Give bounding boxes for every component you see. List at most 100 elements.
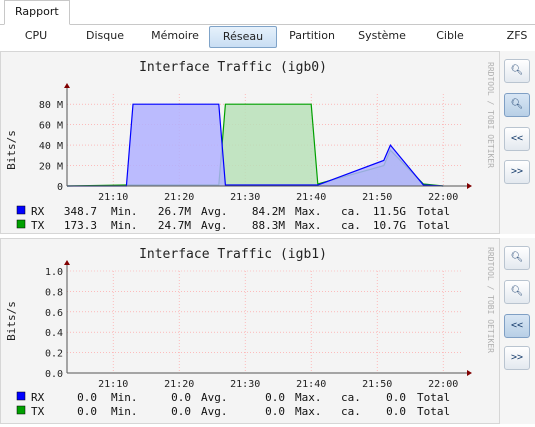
traffic-chart-igb1: Interface Traffic (igb1) Bits/s RRDTOOL … — [5, 247, 495, 418]
traffic-chart-igb0: Interface Traffic (igb0) Bits/s RRDTOOL … — [5, 60, 495, 232]
x-tick-label: 21:40 — [296, 192, 326, 203]
y-tick-label: 0.0 — [45, 369, 63, 380]
legend-rx-avg-label: Avg. — [201, 205, 228, 218]
x-tick-label: 21:30 — [230, 379, 260, 390]
legend-rx-total-label: Total — [417, 205, 450, 218]
next-period-button[interactable]: >> — [504, 346, 530, 370]
legend-tx-min: 0.0 — [171, 405, 191, 418]
zoom-out-button[interactable]: 🔍︎ — [504, 280, 530, 304]
x-tick-label: 21:20 — [164, 192, 194, 203]
legend-rx-swatch — [16, 391, 26, 401]
legend-tx-total: 10.7G — [373, 219, 406, 232]
prev-period-button[interactable]: << — [504, 314, 530, 338]
nav-systeme[interactable]: Système — [358, 29, 406, 42]
legend-rx-avg-label: Avg. — [201, 391, 228, 404]
rrdtool-watermark: RRDTOOL / TOBI OETIKER — [486, 62, 495, 168]
legend-rx-min: 26.7M — [158, 205, 191, 218]
legend-tx-min-label: Min. — [111, 405, 138, 418]
x-tick-label: 21:40 — [296, 379, 326, 390]
legend-rx-total: 0.0 — [386, 391, 406, 404]
nav-reseau[interactable]: Réseau — [209, 26, 277, 48]
x-tick-label: 21:30 — [230, 192, 260, 203]
y-axis-arrow — [64, 83, 70, 88]
zoom-out-icon: 🔍︎ — [510, 99, 524, 110]
legend-tx-max-label: Max. — [295, 405, 322, 418]
legend-tx-avg: 0.0 — [265, 405, 285, 418]
legend-tx-avg: 88.3M — [252, 219, 285, 232]
graph-igb1: Interface Traffic (igb1) Bits/s RRDTOOL … — [0, 238, 500, 424]
nav-cpu[interactable]: CPU — [24, 29, 48, 42]
legend-rx-avg: 0.0 — [265, 391, 285, 404]
legend-rx-max-label: Max. — [295, 205, 322, 218]
tab-rapport[interactable]: Rapport — [4, 0, 70, 25]
legend-tx-max-label: Max. — [295, 219, 322, 232]
legend-rx-ca: ca. — [341, 391, 361, 404]
zoom-in-button[interactable]: 🔍︎ — [504, 59, 530, 83]
y-axis-label: Bits/s — [5, 301, 18, 341]
graph-igb0: Interface Traffic (igb0) Bits/s RRDTOOL … — [0, 51, 500, 234]
legend-rx-swatch — [16, 205, 26, 215]
x-tick-label: 22:00 — [428, 379, 458, 390]
y-tick-label: 40 M — [39, 141, 63, 152]
next-period-button[interactable]: >> — [504, 160, 530, 184]
section-nav: CPU Disque Mémoire Réseau Partition Syst… — [0, 24, 535, 49]
x-tick-label: 21:20 — [164, 379, 194, 390]
y-axis-arrow — [64, 260, 70, 265]
legend-rx-total: 11.5G — [373, 205, 406, 218]
y-tick-label: 20 M — [39, 162, 63, 173]
legend-tx-swatch — [16, 405, 26, 415]
chart-title: Interface Traffic (igb1) — [139, 247, 327, 262]
graph-panel-igb0: Interface Traffic (igb0) Bits/s RRDTOOL … — [0, 51, 535, 234]
legend-rx-min-label: Min. — [111, 391, 138, 404]
legend-rx-min-label: Min. — [111, 205, 138, 218]
zoom-in-button[interactable]: 🔍︎ — [504, 246, 530, 270]
legend-rx-ca: ca. — [341, 205, 361, 218]
x-axis-arrow — [467, 183, 472, 189]
x-tick-label: 21:10 — [98, 192, 128, 203]
nav-memoire[interactable]: Mémoire — [151, 29, 199, 42]
nav-cible[interactable]: Cible — [436, 29, 464, 42]
legend-tx-ca: ca. — [341, 219, 361, 232]
legend-tx-ca: ca. — [341, 405, 361, 418]
tx-series-area — [67, 104, 444, 186]
legend-rx-name: RX — [31, 205, 45, 218]
y-tick-label: 0.8 — [45, 287, 63, 298]
y-axis-label: Bits/s — [5, 130, 18, 170]
legend-rx-avg: 84.2M — [252, 205, 285, 218]
y-tick-label: 0.6 — [45, 308, 63, 319]
zoom-out-button[interactable]: 🔍︎ — [504, 93, 530, 117]
y-tick-label: 0 — [57, 182, 63, 193]
legend-tx-min-label: Min. — [111, 219, 138, 232]
legend-tx-avg-label: Avg. — [201, 405, 228, 418]
legend-tx-total: 0.0 — [386, 405, 406, 418]
y-tick-label: 80 M — [39, 100, 63, 111]
legend-tx-min: 24.7M — [158, 219, 191, 232]
legend-rx-name: RX — [31, 391, 45, 404]
nav-zfs[interactable]: ZFS — [506, 29, 528, 42]
nav-partition[interactable]: Partition — [289, 29, 335, 42]
legend-tx-total-label: Total — [417, 219, 450, 232]
graph-panel-igb1: Interface Traffic (igb1) Bits/s RRDTOOL … — [0, 238, 535, 424]
zoom-out-icon: 🔍︎ — [510, 286, 524, 297]
legend-rx-max-label: Max. — [295, 391, 322, 404]
x-tick-label: 21:50 — [362, 379, 392, 390]
legend-rx-total-label: Total — [417, 391, 450, 404]
prev-period-button[interactable]: << — [504, 127, 530, 151]
legend-rx-min: 0.0 — [171, 391, 191, 404]
rrdtool-watermark: RRDTOOL / TOBI OETIKER — [486, 247, 495, 353]
nav-disque[interactable]: Disque — [86, 29, 124, 42]
x-tick-label: 21:10 — [98, 379, 128, 390]
y-tick-label: 0.2 — [45, 349, 63, 360]
zoom-in-icon: 🔍︎ — [510, 65, 524, 76]
legend-tx-swatch — [16, 219, 26, 229]
legend-tx-name: TX — [31, 219, 45, 232]
legend-tx-name: TX — [31, 405, 45, 418]
top-tab-bar: Rapport — [0, 0, 535, 25]
legend-tx-total-label: Total — [417, 405, 450, 418]
y-tick-label: 60 M — [39, 121, 63, 132]
rx-series-line — [67, 103, 444, 187]
legend-tx-current: 173.3 — [64, 219, 97, 232]
zoom-in-icon: 🔍︎ — [510, 252, 524, 263]
y-tick-label: 1.0 — [45, 267, 63, 278]
legend-tx-avg-label: Avg. — [201, 219, 228, 232]
